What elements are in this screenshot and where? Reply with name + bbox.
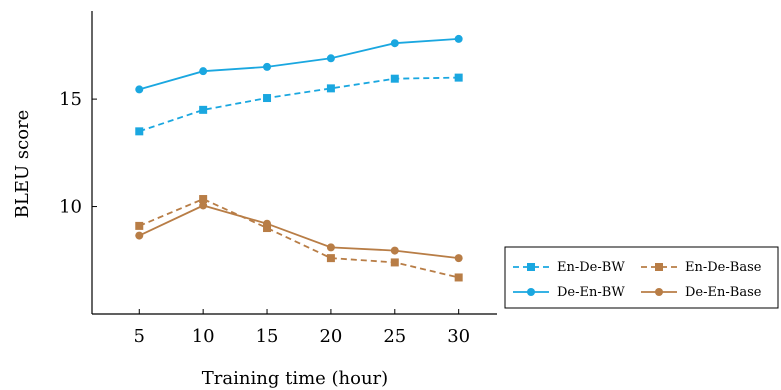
- ticks: 5 10 15 20 25 30 10 15: [59, 89, 470, 347]
- data-point: [326, 254, 335, 263]
- legend-item-en-de-base: En-De-Base: [641, 260, 762, 275]
- x-tick-label: 30: [447, 326, 470, 347]
- legend-label: De-En-BW: [557, 285, 625, 300]
- axes: [91, 11, 497, 315]
- data-point: [454, 273, 463, 282]
- data-point: [326, 243, 335, 252]
- y-axis-title: BLEU score: [12, 110, 33, 219]
- data-point: [135, 127, 144, 136]
- data-point: [135, 85, 144, 94]
- series-line-de-en-base: [138, 204, 459, 259]
- x-tick-label: 10: [192, 326, 215, 347]
- y-tick-label: 10: [59, 197, 82, 218]
- x-tick-label: 20: [319, 326, 342, 347]
- series-layer: [135, 34, 463, 282]
- series-line-en-de-bw: [139, 76, 459, 133]
- legend-label: De-En-Base: [685, 285, 762, 300]
- data-point: [390, 258, 399, 267]
- y-tick-label: 15: [59, 89, 82, 110]
- data-point: [326, 54, 335, 63]
- data-point: [326, 84, 335, 93]
- legend-marker: [655, 263, 663, 271]
- legend-label: En-De-Base: [685, 260, 762, 275]
- data-point: [390, 246, 399, 255]
- x-axis-title: Training time (hour): [202, 368, 388, 389]
- data-point: [135, 221, 144, 230]
- legend-item-en-de-bw: En-De-BW: [513, 260, 625, 275]
- data-point: [263, 219, 272, 228]
- x-tick-label: 25: [383, 326, 406, 347]
- legend-label: En-De-BW: [557, 260, 625, 275]
- data-point: [390, 74, 399, 83]
- data-point: [263, 224, 272, 233]
- data-point: [199, 201, 208, 210]
- legend-marker: [527, 288, 535, 296]
- series-de-en-base: [135, 201, 463, 263]
- series-line-en-de-base: [138, 198, 459, 279]
- data-point: [390, 39, 399, 48]
- series-de-en-bw: [135, 34, 463, 94]
- x-tick-label: 5: [134, 326, 145, 347]
- data-point: [263, 62, 272, 71]
- data-point: [199, 67, 208, 76]
- data-point: [135, 231, 144, 240]
- data-point: [263, 94, 272, 103]
- legend-box: [504, 246, 779, 309]
- legend-item-de-en-base: De-En-Base: [641, 285, 762, 300]
- series-line-de-en-bw: [139, 38, 459, 91]
- legend-marker: [655, 288, 663, 296]
- x-tick-label: 15: [256, 326, 279, 347]
- legend-marker: [527, 263, 535, 271]
- legend-item-de-en-bw: De-En-BW: [513, 285, 625, 300]
- data-point: [454, 254, 463, 263]
- data-point: [454, 73, 463, 82]
- data-point: [199, 195, 208, 204]
- data-point: [454, 34, 463, 43]
- series-en-de-bw: [135, 73, 463, 136]
- series-en-de-base: [135, 195, 463, 282]
- legend: En-De-BW En-De-Base De-En-BW De-En-Base: [504, 246, 779, 309]
- data-point: [199, 105, 208, 114]
